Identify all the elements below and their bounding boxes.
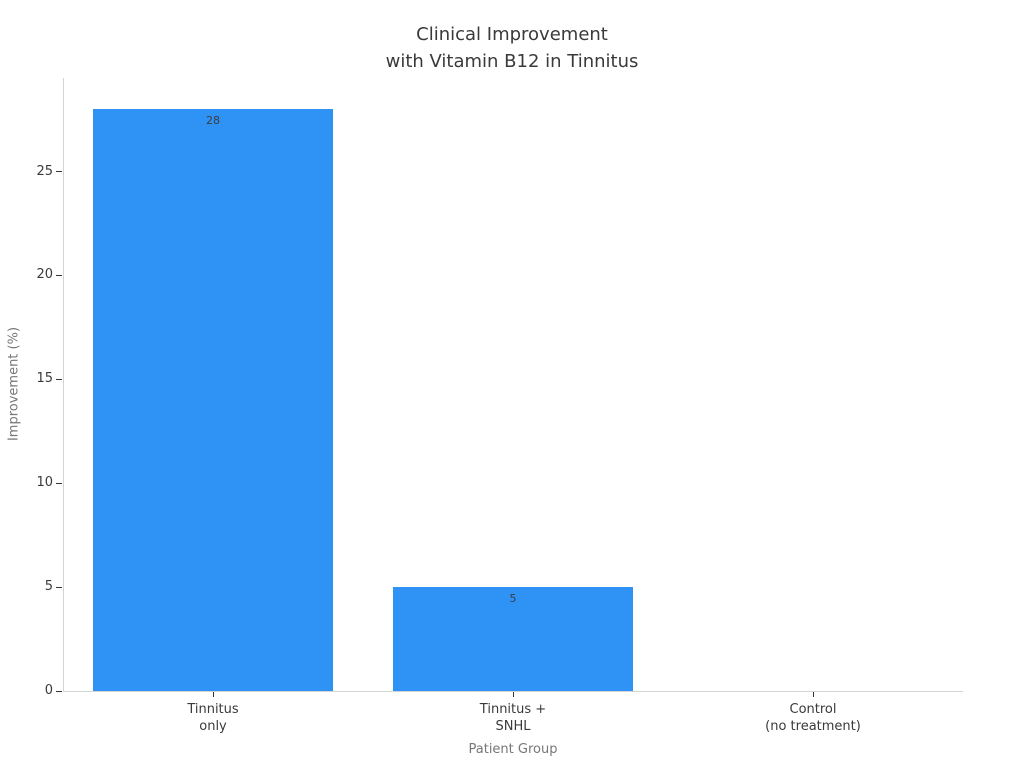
x-tick-mark [512, 692, 514, 697]
y-tick-label: 15 [36, 371, 53, 387]
x-axis-line [63, 691, 963, 692]
y-tick-label: 5 [44, 579, 53, 595]
chart-title: Clinical Improvement with Vitamin B12 in… [385, 24, 639, 72]
y-tick-mark [56, 274, 62, 276]
x-tick-mark [812, 692, 814, 697]
bar-0 [93, 109, 333, 691]
y-tick-mark [56, 482, 62, 484]
y-tick-label: 10 [36, 475, 53, 491]
y-tick-label: 0 [44, 683, 53, 698]
y-axis-line [63, 78, 64, 691]
bar-value-label: 5 [509, 592, 517, 606]
y-tick-mark [56, 586, 62, 588]
x-axis-title: Patient Group [468, 742, 558, 757]
x-tick-mark [212, 692, 214, 697]
x-tick-label: Tinnitus only [187, 702, 239, 734]
bar-1 [393, 587, 633, 691]
bar-value-label: 28 [206, 114, 220, 128]
x-tick-label: Tinnitus + SNHL [479, 702, 547, 734]
plot-area: 0 5 10 15 20 25 28 5 Tinnitus only Tinnitus + S… [36, 78, 963, 734]
y-tick-label: 25 [36, 163, 53, 179]
y-tick-mark [56, 171, 62, 172]
y-tick-label: 20 [36, 267, 53, 283]
y-tick-mark [56, 378, 62, 380]
y-tick-mark [56, 690, 62, 692]
x-tick-label: Control (no treatment) [765, 702, 861, 734]
